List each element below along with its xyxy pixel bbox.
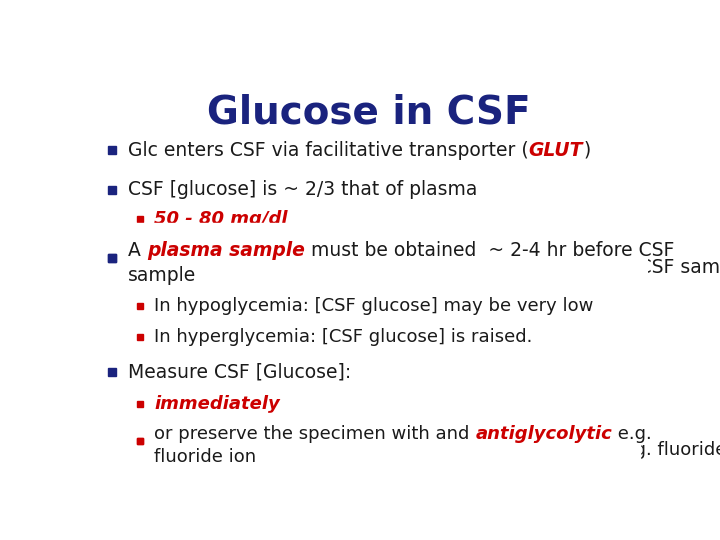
Bar — [122, 223, 652, 286]
Text: CSF [glucose] is ~ 2/3 that of plasma: CSF [glucose] is ~ 2/3 that of plasma — [128, 180, 477, 199]
Text: or preserve the specimen with and: or preserve the specimen with and — [154, 441, 475, 459]
Text: 50 - 80 mg/dl: 50 - 80 mg/dl — [154, 210, 288, 228]
Text: plasma sample: plasma sample — [147, 258, 305, 277]
Text: immediately: immediately — [154, 395, 280, 413]
Text: In hypoglycemia: [CSF glucose] may be very low: In hypoglycemia: [CSF glucose] may be ve… — [154, 297, 593, 315]
Text: Glc enters CSF via facilitative transporter (: Glc enters CSF via facilitative transpor… — [128, 140, 528, 159]
Text: GLUT: GLUT — [528, 140, 583, 159]
Text: Measure CSF [Glucose]:: Measure CSF [Glucose]: — [128, 363, 351, 382]
Text: ): ) — [583, 140, 590, 159]
Text: must be obtained  ~ 2-4 hr before CSF: must be obtained ~ 2-4 hr before CSF — [305, 241, 674, 260]
Text: Glucose in CSF: Glucose in CSF — [207, 94, 531, 132]
Text: e.g. fluoride ion: e.g. fluoride ion — [612, 441, 720, 459]
Text: sample: sample — [128, 266, 196, 285]
Bar — [148, 414, 639, 468]
Text: In hyperglycemia: [CSF glucose] is raised.: In hyperglycemia: [CSF glucose] is raise… — [154, 328, 533, 346]
Text: must be obtained  ~ 2-4 hr before CSF sample: must be obtained ~ 2-4 hr before CSF sam… — [305, 258, 720, 277]
Text: or preserve the specimen with and: or preserve the specimen with and — [154, 425, 475, 443]
Text: fluoride ion: fluoride ion — [154, 448, 256, 466]
Text: A: A — [128, 258, 147, 277]
Text: e.g.: e.g. — [612, 425, 652, 443]
Text: antiglycolytic: antiglycolytic — [475, 441, 612, 459]
Text: plasma sample: plasma sample — [147, 241, 305, 260]
Text: antiglycolytic: antiglycolytic — [475, 425, 612, 443]
Text: A: A — [128, 241, 147, 260]
